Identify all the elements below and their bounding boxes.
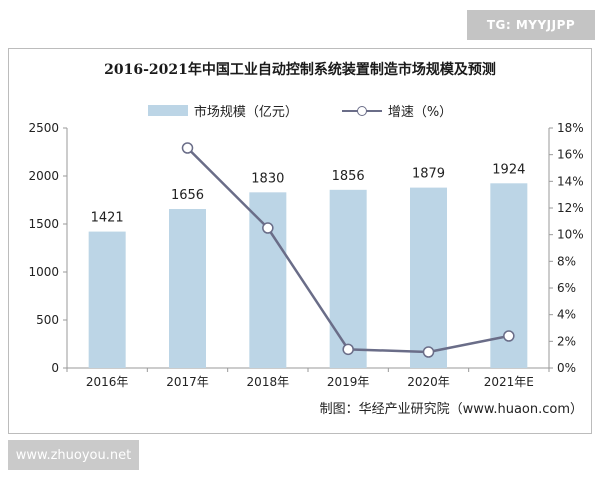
growth-point <box>422 346 435 358</box>
y-right-tick-label: 0% <box>557 361 576 375</box>
y-right-tick-label: 6% <box>557 281 576 295</box>
y-right-tick-label: 4% <box>557 308 576 322</box>
y-right-tick-label: 18% <box>557 121 584 135</box>
y-left-tick-label: 0 <box>51 361 59 375</box>
watermark-top-badge: TG: MYYJJPP <box>467 10 595 40</box>
bar-data-label: 1879 <box>412 167 445 182</box>
x-tick-label: 2021年E <box>484 375 534 389</box>
chart-plot: 0 500 1000 1500 2000 2500 0% 2% 4% 6% 8% 10% 12% 14% 1… <box>28 121 584 389</box>
y-right-tick-label: 14% <box>557 174 584 188</box>
growth-point <box>503 330 515 342</box>
growth-point <box>342 343 354 356</box>
bar <box>249 192 287 368</box>
x-tick-label: 2017年 <box>166 375 209 389</box>
y-left-tick-label: 500 <box>36 313 59 327</box>
legend: 市场规模（亿元） 增速（%） <box>9 101 591 120</box>
bar-data-label: 1830 <box>251 171 284 186</box>
y-right-tick-label: 2% <box>557 334 576 348</box>
chart-title: 2016-2021年中国工业自动控制系统装置制造市场规模及预测 <box>104 62 496 78</box>
x-tick-label: 2016年 <box>86 375 129 389</box>
growth-point <box>181 142 194 154</box>
growth-point <box>262 222 274 234</box>
y-left-tick-label: 2500 <box>28 121 59 135</box>
x-tick-label: 2020年 <box>407 375 450 389</box>
legend-label-growth: 增速（%） <box>387 105 453 120</box>
y-left-tick-label: 1500 <box>28 217 59 231</box>
bar <box>410 187 447 368</box>
y-left-tick-label: 2000 <box>28 169 59 183</box>
y-right-tick-label: 12% <box>557 201 584 215</box>
legend-bar-swatch <box>147 105 188 116</box>
legend-item-growth: 增速（%） <box>341 101 453 120</box>
bar-data-label: 1856 <box>332 169 365 184</box>
bar-data-label: 1656 <box>171 188 204 203</box>
bar <box>329 189 367 368</box>
bar-data-label: 1421 <box>91 211 124 226</box>
bar <box>88 231 126 368</box>
y-right-tick-label: 8% <box>557 254 576 268</box>
chart-frame: 2016-2021年中国工业自动控制系统装置制造市场规模及预测 市场规模（亿元）… <box>8 48 592 434</box>
legend-line-swatch <box>341 105 382 117</box>
y-left-tick-label: 1000 <box>28 265 59 279</box>
legend-label-market-size: 市场规模（亿元） <box>193 105 298 120</box>
y-right-tick-label: 16% <box>557 148 584 162</box>
source-note: 制图：华经产业研究院（www.huaon.com） <box>319 402 583 417</box>
watermark-bottom-badge: www.zhuoyou.net <box>8 440 139 470</box>
x-tick-label: 2019年 <box>327 375 370 389</box>
legend-item-market-size: 市场规模（亿元） <box>147 101 298 120</box>
bar <box>169 209 206 368</box>
bar-data-label: 1924 <box>492 162 525 177</box>
y-right-tick-label: 10% <box>557 228 584 242</box>
x-tick-label: 2018年 <box>247 375 290 389</box>
